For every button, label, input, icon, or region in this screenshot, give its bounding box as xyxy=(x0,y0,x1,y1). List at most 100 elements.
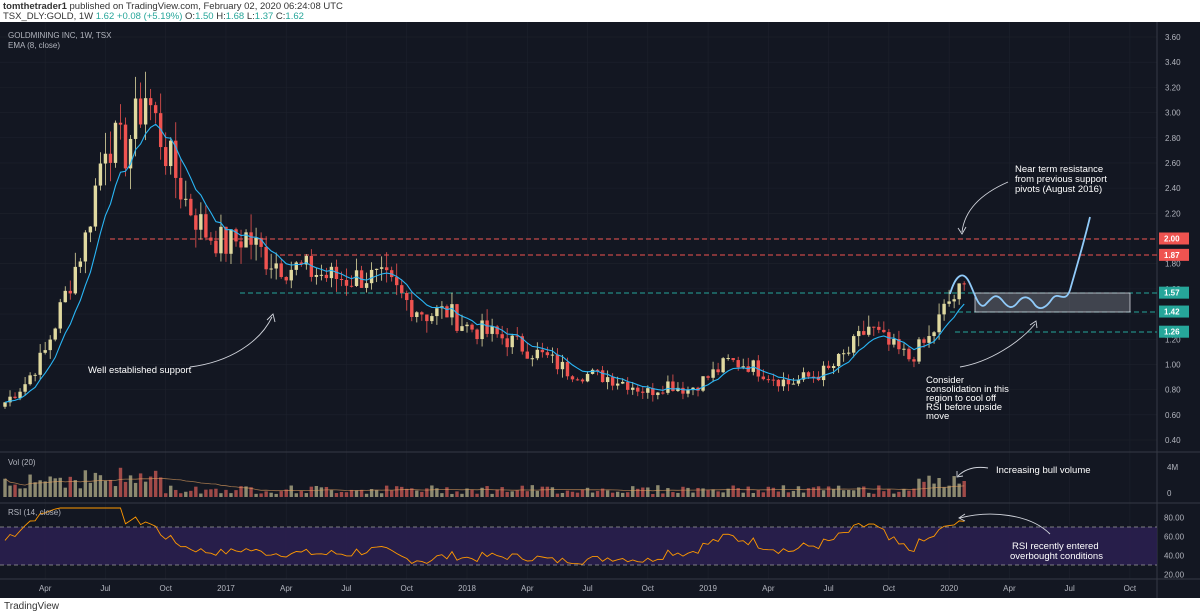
volume-bar xyxy=(384,485,389,497)
chart-area[interactable]: Near term resistance from previous suppo… xyxy=(0,22,1200,598)
volume-bar xyxy=(585,487,590,497)
volume-bar xyxy=(636,488,640,497)
consolidation-zone[interactable] xyxy=(974,292,1131,313)
volume-bar xyxy=(445,487,449,497)
candle xyxy=(846,346,851,356)
rsi-tick-label: 40.00 xyxy=(1164,552,1185,561)
candle xyxy=(917,337,921,365)
candle xyxy=(289,261,293,289)
candle xyxy=(706,375,710,381)
volume-bar xyxy=(801,492,806,497)
candle xyxy=(826,360,831,370)
volume-bar xyxy=(475,493,479,497)
volume-bar xyxy=(711,489,715,497)
volume-bar xyxy=(359,489,364,497)
volume-bar xyxy=(274,493,278,497)
volume-bar xyxy=(505,491,509,497)
candle xyxy=(329,262,334,288)
volume-bar xyxy=(545,486,550,497)
candle xyxy=(701,376,705,393)
time-tick-label: Jul xyxy=(582,584,592,593)
candle xyxy=(88,226,93,243)
volume-bar xyxy=(560,492,565,497)
candle xyxy=(475,328,479,345)
volume-bar xyxy=(912,488,916,497)
low-label: L: xyxy=(246,11,255,22)
candle xyxy=(410,292,414,322)
candle xyxy=(189,193,193,217)
time-tick-label: Jul xyxy=(100,584,110,593)
volume-bar xyxy=(354,490,359,497)
candle xyxy=(269,253,273,279)
candle xyxy=(525,342,529,359)
volume-bar xyxy=(761,492,766,497)
volume-bar xyxy=(942,487,946,497)
candle xyxy=(580,378,585,384)
rsi-tick-label: 60.00 xyxy=(1164,533,1185,542)
candle xyxy=(48,335,52,359)
candle xyxy=(721,357,725,374)
consolidation-note-2: consolidation in this xyxy=(926,384,1009,395)
volume-bar xyxy=(405,488,409,497)
volume-bar xyxy=(23,488,27,497)
volume-bar xyxy=(846,489,851,497)
volume-bar xyxy=(816,486,821,497)
volume-bar xyxy=(525,491,529,497)
high-label: H: xyxy=(216,11,226,22)
volume-bar xyxy=(962,480,966,497)
volume-bar xyxy=(153,470,158,497)
candle xyxy=(224,226,228,262)
volume-bar xyxy=(696,487,700,497)
volume-bar xyxy=(520,485,524,497)
volume-bar xyxy=(540,486,545,497)
candle xyxy=(676,382,680,392)
volume-bar xyxy=(93,472,98,497)
candle xyxy=(821,361,826,387)
volume-bar xyxy=(199,493,203,497)
volume-bar xyxy=(349,489,354,497)
volume-bar xyxy=(465,488,469,497)
open-label: O: xyxy=(185,11,196,22)
candle xyxy=(53,327,57,342)
candle xyxy=(174,122,178,199)
author-name[interactable]: tomthetrader1 xyxy=(3,1,67,12)
time-tick-label: Oct xyxy=(401,584,414,593)
volume-bar xyxy=(806,488,811,497)
candle xyxy=(364,272,369,293)
volume-bar xyxy=(269,492,273,497)
volume-bar xyxy=(947,485,951,497)
candle xyxy=(490,318,494,342)
tradingview-logo[interactable]: TradingView xyxy=(4,601,60,612)
volume-bar xyxy=(98,475,103,497)
candle xyxy=(957,283,961,305)
volume-bar xyxy=(731,485,735,497)
volume-bar xyxy=(430,485,434,497)
rsi-legend[interactable]: RSI (14, close) xyxy=(8,508,61,517)
support-arrow xyxy=(189,316,273,368)
volume-ma-line xyxy=(4,478,965,492)
candle xyxy=(867,315,871,337)
main-legend[interactable]: GOLDMINING INC, 1W, TSX xyxy=(8,31,112,40)
candle xyxy=(209,232,213,245)
volume-bar xyxy=(374,490,379,497)
ema-legend[interactable]: EMA (8, close) xyxy=(8,41,60,50)
rsi-line xyxy=(4,507,965,565)
volume-bar xyxy=(143,481,148,497)
volume-bar xyxy=(38,480,42,497)
volume-bar xyxy=(605,490,610,497)
candle xyxy=(691,387,695,396)
candle xyxy=(626,377,630,395)
time-tick-label: Jul xyxy=(823,584,833,593)
candle xyxy=(254,227,258,261)
candle xyxy=(681,381,685,400)
snapshot-footer: TradingView xyxy=(0,598,1200,616)
volume-legend[interactable]: Vol (20) xyxy=(8,458,36,467)
close-value: 1.62 xyxy=(285,11,304,22)
volume-bar xyxy=(771,487,776,497)
volume-bar xyxy=(706,490,710,497)
volume-bar xyxy=(877,485,881,497)
volume-bar xyxy=(821,490,826,497)
volume-bar xyxy=(158,477,163,497)
time-tick-label: Oct xyxy=(883,584,896,593)
candle xyxy=(882,321,886,334)
